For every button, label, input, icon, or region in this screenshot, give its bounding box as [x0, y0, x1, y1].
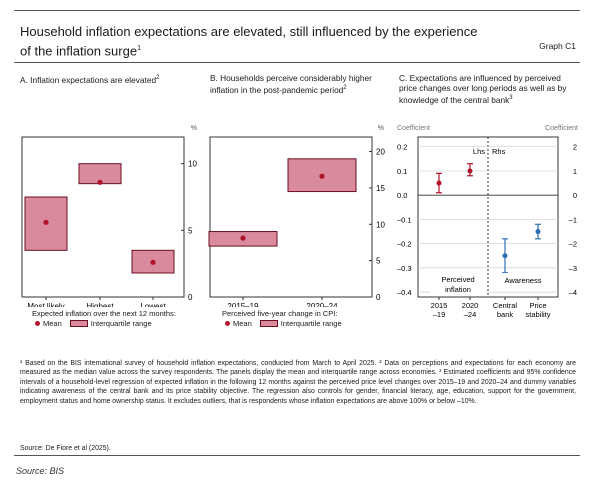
c-ytick-label-rhs: –4 [569, 288, 577, 297]
b-xtick-label: 2020–24 [306, 302, 338, 307]
c-xtick-label: bank [497, 310, 514, 319]
c-ytick-label-rhs: 1 [573, 167, 577, 176]
legend-a-iqr-swatch [69, 319, 88, 327]
panel-a-chart: % 0 5 10 Most likely Highest Lowest [21, 125, 197, 307]
group-label-bg-awareness [490, 273, 556, 287]
group-label-perceived-line1: Perceived [441, 275, 474, 284]
legend-panel-b: Perceived five-year change in CPI: Mean I… [222, 309, 397, 328]
b-ytick-label: 5 [376, 257, 381, 266]
c-xtick-label: –24 [464, 310, 477, 319]
c-ytick-label-lhs: –0.1 [397, 215, 412, 224]
graph-title: Household inflation expectations are ele… [20, 24, 478, 59]
a-xtick-label: Highest [86, 302, 114, 307]
c-ytick-label-lhs: –0.4 [397, 288, 412, 297]
graph-container: Household inflation expectations are ele… [14, 10, 580, 456]
panel-c-chart: Coefficient Coefficient Lhs Rhs 0.2 0.1 0.… [397, 125, 578, 319]
legend-b-mean-swatch [225, 320, 230, 326]
b-ytick-label: 20 [376, 148, 385, 157]
a-mean-dot [150, 259, 156, 265]
c-xtick-label: –19 [433, 310, 446, 319]
legend-panel-a: Expected inflation over the next 12 mont… [32, 309, 202, 328]
c-ytick-label-rhs: –3 [569, 264, 577, 273]
c-ytick-label-rhs: 0 [573, 191, 577, 200]
a-xtick-label: Lowest [140, 302, 166, 307]
legend-a-mean: Mean [43, 318, 62, 328]
c-ytick-label-lhs: –0.2 [397, 240, 412, 249]
panel-c-rhs-label: Rhs [492, 147, 506, 156]
legend-b-iqr-swatch [259, 319, 278, 327]
panel-b-title: B. Households perceive considerably high… [210, 73, 372, 95]
c-ytick-label-lhs: –0.3 [397, 264, 412, 273]
legend-a-mean-swatch [35, 320, 40, 326]
c-coef-dot [436, 180, 442, 186]
c-xtick-label: 2020 [462, 301, 479, 310]
a-xtick-label: Most likely [27, 302, 64, 307]
c-xtick-label: Price [529, 301, 546, 310]
c-ytick-label-lhs: 0.1 [397, 167, 407, 176]
c-ytick-label-rhs: –1 [569, 215, 577, 224]
legend-a-caption: Expected inflation over the next 12 mont… [32, 309, 176, 318]
c-ytick-label-lhs: 0.2 [397, 143, 407, 152]
b-mean-dot [240, 235, 246, 241]
a-mean-dot [43, 219, 49, 225]
panel-c-title: C. Expectations are influenced by percei… [399, 73, 567, 105]
group-label-bg-perceived [430, 271, 486, 295]
legend-b-iqr: Interquartile range [280, 318, 342, 328]
c-ytick-label-rhs: –2 [569, 240, 577, 249]
title-divider [14, 62, 580, 63]
c-xtick-label: Central [493, 301, 518, 310]
b-mean-dot [319, 173, 325, 179]
group-label-perceived-line2: inflation [445, 285, 471, 294]
legend-b-mean: Mean [233, 318, 252, 328]
panel-a-unit: % [191, 125, 197, 132]
legend-b-caption: Perceived five-year change in CPI: [222, 309, 338, 318]
b-ytick-label: 10 [376, 220, 385, 229]
legend-a-iqr: Interquartile range [90, 318, 152, 328]
panel-c-right-axis-label: Coefficient [545, 125, 578, 132]
c-coef-dot [502, 253, 508, 259]
a-ytick-label: 0 [188, 293, 193, 302]
c-ytick-label-rhs: 2 [573, 143, 577, 152]
b-xtick-label: 2015–19 [227, 302, 259, 307]
graph-number: Graph C1 [539, 41, 576, 51]
group-label-awareness: Awareness [505, 276, 542, 285]
panel-a-title: A. Inflation expectations are elevated2 [20, 74, 160, 85]
b-ytick-label: 15 [376, 184, 385, 193]
a-ytick-label: 5 [188, 226, 193, 235]
source-note: Source: De Fiore et al (2025). [20, 445, 111, 452]
footnotes: ¹ Based on the BIS international survey … [20, 360, 576, 405]
c-ytick-label-lhs: 0.0 [397, 191, 407, 200]
c-coef-dot [467, 168, 473, 174]
a-mean-dot [97, 179, 103, 185]
panel-b-frame [209, 136, 373, 298]
b-ytick-label: 0 [376, 293, 381, 302]
c-coef-dot [535, 229, 541, 235]
panel-b-unit: % [378, 125, 384, 132]
a-ytick-label: 10 [188, 160, 197, 169]
panel-b-chart: % 0 5 10 15 20 2015–19 2020–24 [208, 125, 385, 307]
c-xtick-label: 2015 [431, 301, 448, 310]
panel-a-frame [21, 136, 185, 298]
panel-c-left-axis-label: Coefficient [397, 125, 430, 132]
panel-c-lhs-label: Lhs [473, 147, 485, 156]
c-xtick-label: stability [525, 310, 550, 319]
source-outer: Source: BIS [16, 466, 65, 476]
